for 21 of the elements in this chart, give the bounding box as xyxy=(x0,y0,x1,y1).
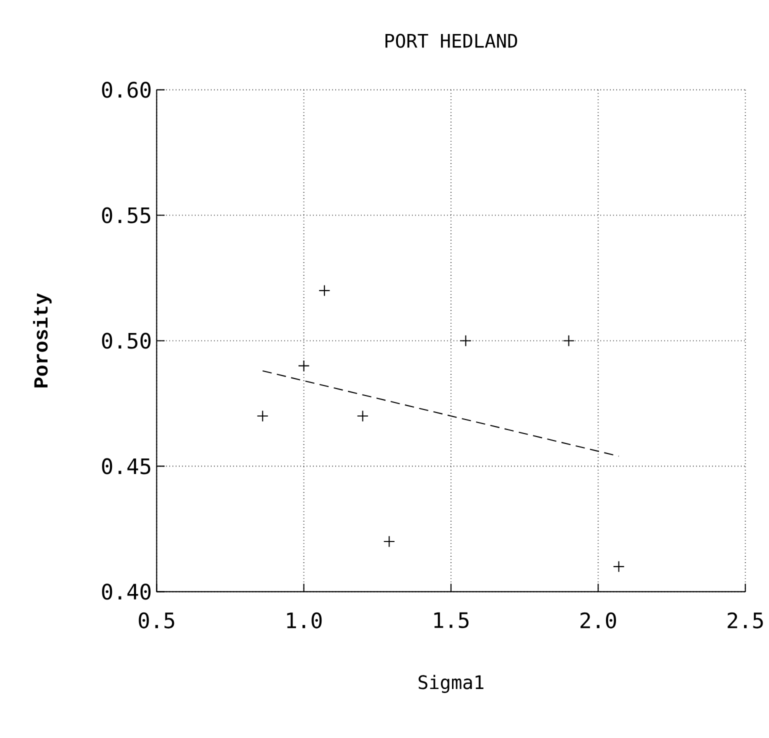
y-tick-label: 0.60 xyxy=(102,82,151,98)
point xyxy=(298,360,310,372)
point xyxy=(612,560,625,572)
x-tick-label: 0.5 xyxy=(138,612,174,628)
chart-title: PORT HEDLAND xyxy=(386,34,518,48)
x-tick-label: 2.0 xyxy=(580,612,616,628)
point xyxy=(318,284,330,296)
y-tick-label: 0.50 xyxy=(102,332,151,349)
point xyxy=(356,410,369,422)
point xyxy=(383,535,396,548)
x-tick-label: 1.5 xyxy=(434,612,469,628)
point xyxy=(256,410,268,422)
x-axis-title: Sigma1 xyxy=(418,674,484,693)
point xyxy=(562,334,575,346)
x-tick-label: 2.5 xyxy=(728,612,763,628)
y-tick-label: 0.40 xyxy=(102,583,151,600)
y-axis-title: Porosity xyxy=(33,293,52,388)
x-tick-label: 1.0 xyxy=(287,612,322,628)
y-tick-label: 0.45 xyxy=(102,458,150,474)
point xyxy=(460,334,472,346)
y-tick-label: 0.55 xyxy=(102,207,150,224)
